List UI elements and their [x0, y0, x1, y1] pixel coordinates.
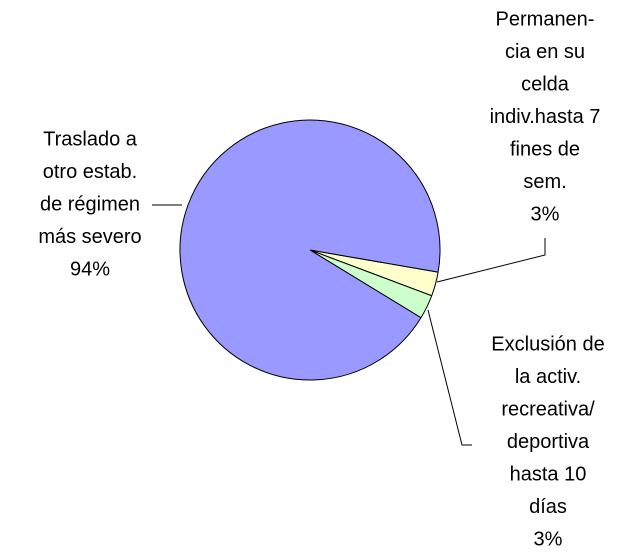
slice-label: Permanen- [496, 8, 595, 30]
slice-label: la activ. [515, 366, 581, 388]
pie-slice [179, 119, 441, 381]
value-label: 94% [70, 258, 110, 280]
slice-label: fines de [510, 138, 580, 160]
value-label: 3% [534, 528, 563, 550]
slice-label: celda [521, 73, 570, 95]
leader-line [436, 238, 546, 283]
slice-label: deportiva [507, 431, 590, 453]
slice-label: cia en su [505, 41, 585, 63]
leader-line [427, 309, 472, 446]
slice-label: indiv.hasta 7 [490, 106, 601, 128]
slice-label: más severo [38, 226, 141, 248]
slice-label: sem. [523, 171, 566, 193]
slice-label: días [529, 496, 567, 518]
slice-label: de régimen [40, 193, 140, 215]
slice-label: Traslado a [43, 128, 138, 150]
slice-label: recreativa/ [501, 398, 595, 420]
value-label: 3% [531, 203, 560, 225]
slice-label: hasta 10 [510, 463, 587, 485]
slice-label: Exclusión de [491, 333, 604, 355]
slice-label: otro estab. [43, 161, 138, 183]
